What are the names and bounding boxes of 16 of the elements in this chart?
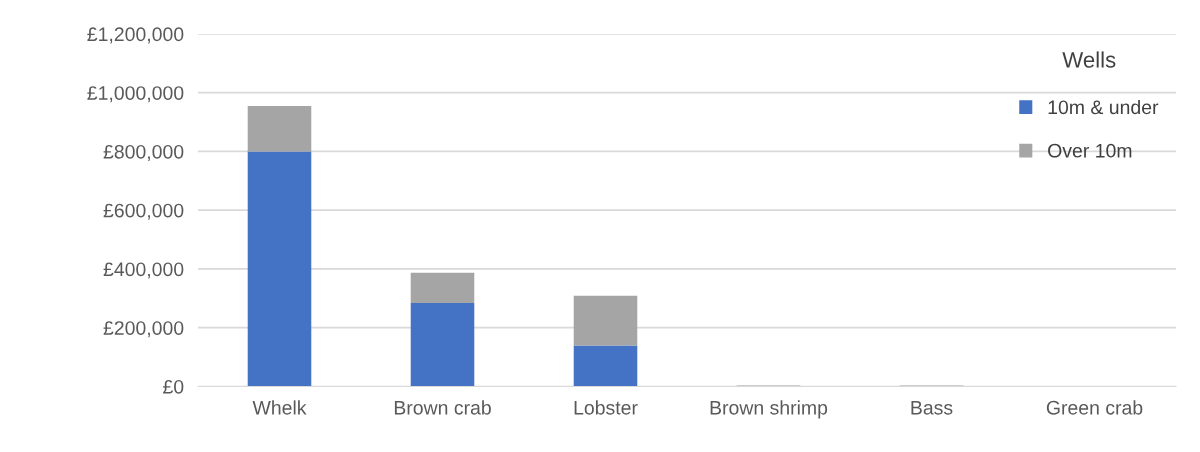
x-tick-label: Green crab <box>1046 400 1143 415</box>
x-tick-label: Bass <box>911 401 953 415</box>
x-tick-label: Lobster <box>574 400 638 415</box>
y-tick-label: £400,000 <box>103 262 184 279</box>
legend-label: 10m & under <box>1048 99 1159 115</box>
legend-title: Wells <box>1062 51 1116 68</box>
y-tick-label: £1,000,000 <box>87 86 184 103</box>
x-tick-label: Whelk <box>252 400 307 415</box>
y-tick-label: £1,200,000 <box>87 27 184 44</box>
y-tick-label: £200,000 <box>103 321 184 338</box>
y-tick-label: £600,000 <box>103 203 184 220</box>
x-tick-label: Brown shrimp <box>710 400 828 419</box>
y-tick-label: £0 <box>163 379 184 394</box>
y-tick-label: £800,000 <box>103 144 184 161</box>
legend-label: Over 10m <box>1048 143 1132 158</box>
x-tick-label: Brown crab <box>394 400 491 415</box>
